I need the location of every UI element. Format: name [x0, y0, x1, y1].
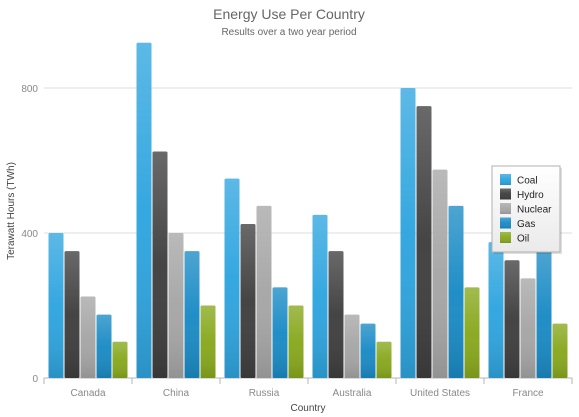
bar-shading	[536, 251, 552, 378]
bar-oil-australia	[376, 341, 392, 378]
bar-nuclear-australia	[344, 314, 360, 378]
bar-coal-australia	[312, 214, 328, 378]
x-tick-label: United States	[410, 388, 470, 399]
bar-shading	[400, 88, 416, 378]
bar-shading	[96, 314, 112, 378]
x-tick-label: Russia	[249, 388, 280, 399]
chart-title: Energy Use Per Country	[213, 6, 365, 22]
y-tick-label: 800	[21, 84, 38, 95]
bar-shading	[464, 287, 480, 378]
bar-shading	[360, 323, 376, 378]
bar-coal-russia	[224, 178, 240, 378]
bar-shading	[184, 251, 200, 378]
bar-shading	[136, 42, 152, 378]
bar-shading	[416, 106, 432, 378]
bar-shading	[168, 233, 184, 378]
bar-gas-france	[536, 251, 552, 378]
bar-shading	[288, 305, 304, 378]
bar-shading	[328, 251, 344, 378]
bar-oil-france	[552, 323, 568, 378]
bar-shading	[240, 223, 256, 378]
bar-hydro-united-states	[416, 106, 432, 378]
bar-shading	[64, 251, 80, 378]
legend-swatch-shading	[500, 188, 511, 200]
legend: Coal Hydro Nuclear Gas Oil	[491, 165, 562, 254]
legend-label: Coal	[517, 176, 538, 187]
bar-shading	[448, 205, 464, 378]
x-axis-title: Country	[290, 403, 325, 414]
legend-swatch-shading	[500, 217, 511, 229]
bar-gas-australia	[360, 323, 376, 378]
chart-subtitle: Results over a two year period	[221, 27, 356, 38]
bar-gas-russia	[272, 287, 288, 378]
y-tick-label: 0	[32, 374, 38, 385]
bar-hydro-china	[152, 151, 168, 378]
bar-shading	[112, 341, 128, 378]
bar-coal-france	[488, 242, 504, 378]
bar-hydro-france	[504, 260, 520, 378]
bar-gas-china	[184, 251, 200, 378]
bar-oil-united-states	[464, 287, 480, 378]
bar-shading	[520, 278, 536, 378]
bar-coal-united-states	[400, 88, 416, 378]
legend-label: Oil	[517, 234, 529, 245]
x-tick-label: Australia	[333, 388, 372, 399]
bar-coal-canada	[48, 233, 64, 378]
legend-label: Gas	[517, 219, 535, 230]
legend-swatch-shading	[500, 232, 511, 243]
legend-label: Nuclear	[517, 205, 552, 216]
bar-nuclear-france	[520, 278, 536, 378]
bar-nuclear-canada	[80, 296, 96, 378]
bars	[48, 42, 568, 378]
bar-shading	[80, 296, 96, 378]
x-tick-label: France	[512, 388, 544, 399]
bar-hydro-canada	[64, 251, 80, 378]
gridlines	[44, 87, 572, 234]
bar-shading	[432, 169, 448, 378]
bar-shading	[200, 305, 216, 378]
bar-shading	[552, 323, 568, 378]
bar-shading	[152, 151, 168, 378]
bar-shading	[344, 314, 360, 378]
bar-shading	[376, 341, 392, 378]
bar-shading	[272, 287, 288, 378]
x-tick-label: China	[163, 388, 190, 399]
bar-shading	[504, 260, 520, 378]
bar-shading	[48, 233, 64, 378]
bar-coal-china	[136, 42, 152, 378]
bar-gas-canada	[96, 314, 112, 378]
bar-shading	[224, 178, 240, 378]
bar-oil-china	[200, 305, 216, 378]
legend-swatch-shading	[500, 174, 511, 185]
bar-shading	[256, 205, 272, 378]
axes: 0 400 800 Canada China Russia Australia United …	[21, 84, 573, 399]
legend-swatch-shading	[500, 203, 511, 214]
bar-nuclear-russia	[256, 205, 272, 378]
legend-label: Hydro	[517, 190, 544, 201]
y-tick-label: 400	[21, 229, 38, 240]
y-axis-title: Terawatt Hours (TWh)	[6, 162, 17, 260]
bar-gas-united-states	[448, 205, 464, 378]
bar-oil-russia	[288, 305, 304, 378]
bar-hydro-russia	[240, 223, 256, 378]
bar-oil-canada	[112, 341, 128, 378]
x-tick-label: Canada	[70, 388, 105, 399]
bar-shading	[488, 242, 504, 378]
bar-nuclear-united-states	[432, 169, 448, 378]
bar-nuclear-china	[168, 233, 184, 378]
bar-shading	[312, 214, 328, 378]
bar-hydro-australia	[328, 251, 344, 378]
